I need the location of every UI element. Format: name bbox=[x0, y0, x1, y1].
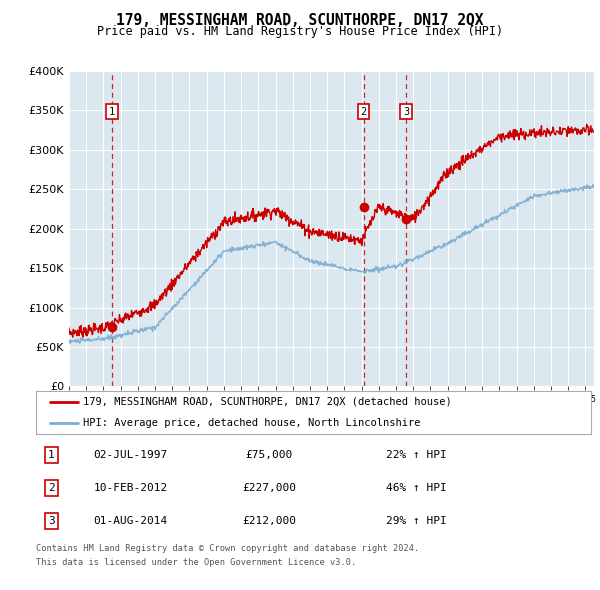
Text: 1: 1 bbox=[48, 450, 55, 460]
Text: 2018: 2018 bbox=[454, 407, 475, 416]
Text: 2000: 2000 bbox=[145, 407, 166, 416]
Text: 2025: 2025 bbox=[575, 395, 596, 404]
Text: 29% ↑ HPI: 29% ↑ HPI bbox=[386, 516, 446, 526]
Text: 2010: 2010 bbox=[317, 407, 338, 416]
Text: 2003: 2003 bbox=[196, 395, 217, 404]
Text: 1997: 1997 bbox=[93, 395, 114, 404]
Text: 1999: 1999 bbox=[127, 395, 148, 404]
Text: 2009: 2009 bbox=[299, 395, 320, 404]
Text: 2014: 2014 bbox=[386, 407, 407, 416]
Text: 2002: 2002 bbox=[179, 407, 200, 416]
Text: 1: 1 bbox=[109, 107, 115, 117]
Text: 2012: 2012 bbox=[351, 407, 372, 416]
Text: 46% ↑ HPI: 46% ↑ HPI bbox=[386, 483, 446, 493]
Text: 2017: 2017 bbox=[437, 395, 458, 404]
Text: 2013: 2013 bbox=[368, 395, 389, 404]
Text: 1998: 1998 bbox=[110, 407, 131, 416]
Text: 1996: 1996 bbox=[76, 407, 97, 416]
Text: 2007: 2007 bbox=[265, 395, 286, 404]
Text: 02-JUL-1997: 02-JUL-1997 bbox=[93, 450, 167, 460]
Text: 2020: 2020 bbox=[489, 407, 510, 416]
Text: 10-FEB-2012: 10-FEB-2012 bbox=[93, 483, 167, 493]
Text: This data is licensed under the Open Government Licence v3.0.: This data is licensed under the Open Gov… bbox=[36, 558, 356, 566]
Text: 22% ↑ HPI: 22% ↑ HPI bbox=[386, 450, 446, 460]
Text: 1995: 1995 bbox=[59, 395, 79, 404]
Text: 179, MESSINGHAM ROAD, SCUNTHORPE, DN17 2QX (detached house): 179, MESSINGHAM ROAD, SCUNTHORPE, DN17 2… bbox=[83, 397, 452, 407]
Text: Price paid vs. HM Land Registry's House Price Index (HPI): Price paid vs. HM Land Registry's House … bbox=[97, 25, 503, 38]
Text: 2006: 2006 bbox=[248, 407, 269, 416]
Text: 3: 3 bbox=[403, 107, 409, 117]
Text: Contains HM Land Registry data © Crown copyright and database right 2024.: Contains HM Land Registry data © Crown c… bbox=[36, 544, 419, 553]
Text: £75,000: £75,000 bbox=[245, 450, 293, 460]
Text: 2001: 2001 bbox=[162, 395, 183, 404]
Text: 2004: 2004 bbox=[214, 407, 235, 416]
Text: 2021: 2021 bbox=[506, 395, 527, 404]
Text: 179, MESSINGHAM ROAD, SCUNTHORPE, DN17 2QX: 179, MESSINGHAM ROAD, SCUNTHORPE, DN17 2… bbox=[116, 13, 484, 28]
Text: 01-AUG-2014: 01-AUG-2014 bbox=[93, 516, 167, 526]
Text: 2022: 2022 bbox=[523, 407, 544, 416]
Text: HPI: Average price, detached house, North Lincolnshire: HPI: Average price, detached house, Nort… bbox=[83, 418, 421, 428]
Text: £227,000: £227,000 bbox=[242, 483, 296, 493]
Text: 2015: 2015 bbox=[403, 395, 424, 404]
Text: 2023: 2023 bbox=[541, 395, 562, 404]
Text: 2008: 2008 bbox=[282, 407, 304, 416]
Text: 2016: 2016 bbox=[420, 407, 441, 416]
Text: £212,000: £212,000 bbox=[242, 516, 296, 526]
Text: 2005: 2005 bbox=[230, 395, 251, 404]
Text: 2019: 2019 bbox=[472, 395, 493, 404]
Text: 2011: 2011 bbox=[334, 395, 355, 404]
Text: 3: 3 bbox=[48, 516, 55, 526]
Text: 2: 2 bbox=[48, 483, 55, 493]
Text: 2: 2 bbox=[361, 107, 367, 117]
Text: 2024: 2024 bbox=[557, 407, 578, 416]
